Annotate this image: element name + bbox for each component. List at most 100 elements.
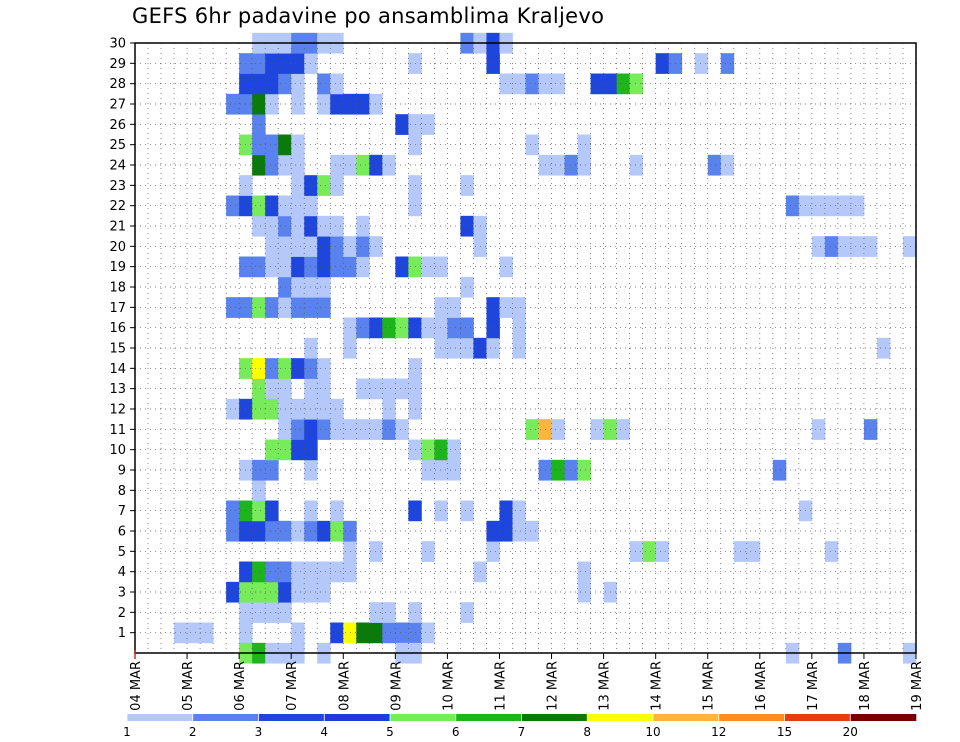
heatmap-cell xyxy=(278,73,292,95)
heatmap-cell xyxy=(291,358,305,379)
heatmap-cell xyxy=(382,622,396,644)
heatmap-cell xyxy=(291,520,305,542)
colorbar-label: 3 xyxy=(255,725,263,739)
colorbar-label: 12 xyxy=(711,725,726,739)
heatmap-cell xyxy=(707,154,722,176)
heatmap-cell xyxy=(356,378,370,400)
heatmap-cell xyxy=(564,459,578,481)
heatmap-cell xyxy=(252,53,266,74)
heatmap-cell xyxy=(291,622,305,644)
heatmap-cell xyxy=(395,622,409,644)
colorbar-segment xyxy=(653,714,720,721)
heatmap-cell xyxy=(265,134,279,156)
heatmap-cell xyxy=(265,561,279,583)
colorbar-label: 4 xyxy=(320,725,328,739)
heatmap-cell xyxy=(291,439,305,461)
heatmap-cell xyxy=(252,134,266,156)
heatmap-cell xyxy=(356,236,370,257)
x-tick-label: 19 MAR xyxy=(910,661,925,711)
y-tick-label: 12 xyxy=(109,403,126,418)
heatmap-cell xyxy=(434,317,448,339)
heatmap-cell xyxy=(252,297,266,318)
heatmap-cell xyxy=(291,73,305,95)
heatmap-cell xyxy=(343,541,357,562)
heatmap-cell xyxy=(447,439,461,461)
heatmap-cell xyxy=(252,73,266,95)
heatmap-cell xyxy=(421,459,435,481)
heatmap-cell xyxy=(356,215,370,237)
y-tick-label: 25 xyxy=(109,138,126,153)
heatmap-cell xyxy=(265,358,279,379)
heatmap-cell xyxy=(512,317,526,339)
heatmap-cell xyxy=(330,175,344,196)
heatmap-cell xyxy=(317,236,331,257)
heatmap-cell xyxy=(330,236,344,257)
heatmap-cell xyxy=(317,398,331,420)
heatmap-cell xyxy=(629,73,644,95)
y-tick-label: 16 xyxy=(109,321,126,336)
y-tick-label: 20 xyxy=(109,240,126,255)
heatmap-cell xyxy=(382,378,396,400)
x-tick-label: 17 MAR xyxy=(806,661,821,711)
heatmap-cell xyxy=(460,317,474,339)
colorbar-segment xyxy=(127,714,194,721)
heatmap-cell xyxy=(382,398,396,420)
colorbar-segment xyxy=(258,714,325,721)
heatmap-cell xyxy=(252,561,266,583)
heatmap-cell xyxy=(850,236,865,257)
heatmap-cell xyxy=(265,73,279,95)
heatmap-cell xyxy=(486,541,500,562)
heatmap-cell xyxy=(421,439,435,461)
colorbar-segment xyxy=(587,714,654,721)
heatmap-cell xyxy=(356,154,370,176)
heatmap-cell xyxy=(850,195,865,217)
heatmap-cell xyxy=(499,73,513,95)
heatmap-cell xyxy=(577,154,591,176)
heatmap-cell xyxy=(291,154,305,176)
heatmap-cell xyxy=(291,215,305,237)
heatmap-cell xyxy=(291,236,305,257)
heatmap-cell xyxy=(252,93,266,115)
x-tick-label: 08 MAR xyxy=(337,661,352,711)
heatmap-cell xyxy=(291,134,305,156)
heatmap-cell xyxy=(343,337,357,359)
colorbar: 1 2 3 4 5 6 7 8 10 12 15 20 xyxy=(123,714,917,739)
heatmap-cell xyxy=(785,195,800,217)
y-tick-label: 7 xyxy=(118,504,126,519)
heatmap-cell xyxy=(616,419,631,440)
heatmap-cell xyxy=(252,256,266,278)
y-tick-label: 5 xyxy=(118,545,126,560)
heatmap-cell xyxy=(291,581,305,603)
heatmap-cell xyxy=(265,398,279,420)
heatmap-cell xyxy=(278,602,292,623)
heatmap-cell xyxy=(317,520,331,542)
heatmap-cell xyxy=(343,236,357,257)
heatmap-cell xyxy=(330,73,344,95)
x-tick-label: 07 MAR xyxy=(285,661,300,711)
colorbar-segment xyxy=(390,714,457,721)
heatmap-cell xyxy=(525,520,539,542)
colorbar-label: 15 xyxy=(777,725,792,739)
heatmap-cell xyxy=(382,419,396,440)
heatmap-cell xyxy=(317,175,331,196)
heatmap-cell xyxy=(551,73,565,95)
heatmap-cell xyxy=(499,500,513,522)
heatmap-cell xyxy=(252,154,266,176)
heatmap-cell xyxy=(317,561,331,583)
x-tick-label: 16 MAR xyxy=(754,661,769,711)
heatmap-cell xyxy=(837,236,852,257)
heatmap-cell xyxy=(395,114,409,135)
colorbar-segment xyxy=(521,714,588,721)
heatmap-cell xyxy=(551,154,565,176)
heatmap-cell xyxy=(486,317,500,339)
heatmap-cell xyxy=(902,236,917,257)
heatmap-cell xyxy=(317,358,331,379)
heatmap-cell xyxy=(226,93,240,115)
y-tick-label: 29 xyxy=(109,57,126,72)
x-tick-label: 05 MAR xyxy=(181,661,196,711)
y-tick-label: 6 xyxy=(118,525,126,540)
heatmap-cell xyxy=(369,541,383,562)
heatmap-cell xyxy=(265,236,279,257)
heatmap-cell xyxy=(382,602,396,623)
heatmap-cell xyxy=(265,195,279,217)
